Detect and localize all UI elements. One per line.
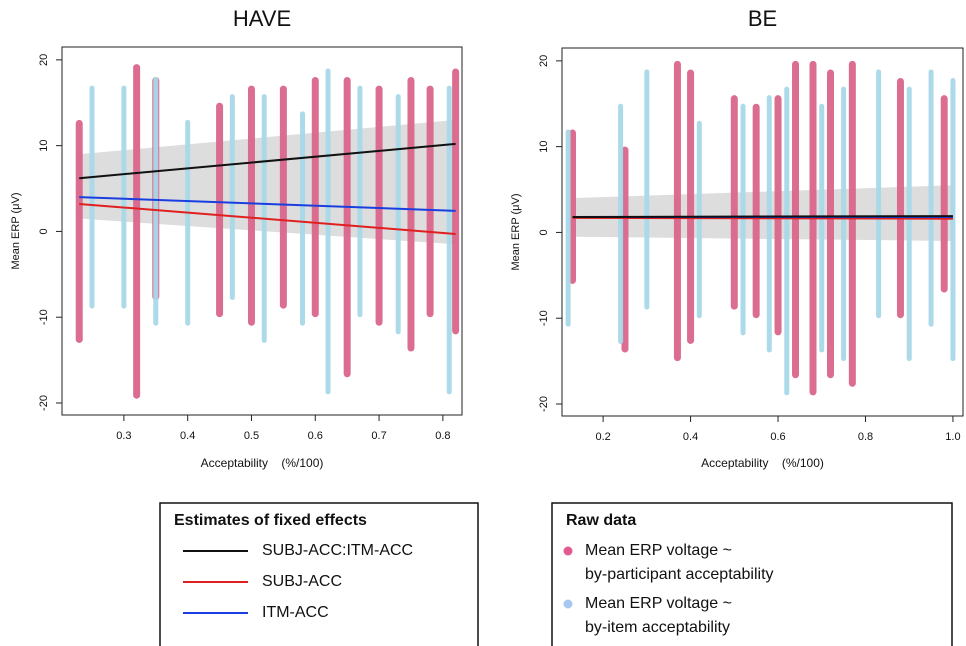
x-tick-label: 0.5	[244, 430, 259, 442]
fit-line	[79, 142, 456, 180]
raw-column	[621, 146, 629, 353]
fit-line	[572, 215, 953, 218]
legend-title: Estimates of fixed effects	[174, 512, 367, 529]
x-tick-label: 0.8	[858, 431, 873, 443]
y-tick-label: -20	[538, 396, 550, 412]
x-tick-label: 1.0	[945, 431, 960, 443]
x-tick-label: 0.2	[595, 431, 610, 443]
legend-label: SUBJ-ACC:ITM-ACC	[262, 542, 413, 559]
y-tick-label: 0	[38, 228, 50, 234]
raw-column	[375, 85, 383, 326]
y-tick-label: 0	[538, 229, 550, 235]
raw-column	[687, 69, 695, 344]
raw-column	[133, 64, 141, 399]
raw-column	[928, 69, 934, 327]
legend-label: ITM-ACC	[262, 604, 329, 621]
raw-column	[950, 78, 956, 362]
raw-column	[446, 85, 452, 395]
raw-column	[826, 69, 834, 379]
y-tick-label: -10	[538, 310, 550, 326]
raw-column	[279, 85, 287, 309]
fit-line	[572, 216, 953, 220]
legend-label: by-participant acceptability	[585, 566, 774, 583]
raw-column	[740, 103, 746, 336]
raw-column	[774, 95, 782, 336]
y-tick-label: 10	[38, 140, 50, 152]
x-tick-label: 0.6	[770, 431, 785, 443]
y-tick-label: 10	[538, 141, 550, 153]
raw-column	[185, 119, 191, 326]
raw-column	[809, 60, 817, 396]
raw-column	[730, 95, 738, 310]
raw-column	[618, 103, 624, 344]
x-tick-label: 0.6	[308, 430, 323, 442]
legend-swatch	[563, 546, 573, 556]
raw-column	[311, 77, 319, 318]
fit-line	[79, 202, 456, 235]
raw-column	[565, 129, 571, 327]
legend-label: Mean ERP voltage ~	[585, 595, 732, 612]
raw-column	[300, 111, 306, 326]
raw-column	[568, 129, 576, 284]
raw-column	[121, 85, 127, 309]
legend-label: Mean ERP voltage ~	[585, 542, 732, 559]
raw-column	[896, 78, 904, 319]
raw-column	[426, 85, 434, 318]
y-tick-label: 20	[538, 55, 550, 67]
raw-column	[452, 68, 460, 335]
raw-column	[752, 103, 760, 319]
raw-column	[216, 102, 224, 318]
y-tick-label: 20	[38, 54, 50, 66]
legend-box	[551, 502, 953, 646]
raw-column	[876, 69, 882, 319]
raw-column	[343, 77, 351, 378]
raw-column	[247, 85, 255, 326]
chart-title: BE	[748, 6, 777, 31]
y-axis-label: Mean ERP (μV)	[10, 192, 22, 269]
raw-column	[229, 94, 235, 301]
raw-column	[784, 86, 790, 396]
x-tick-label: 0.8	[435, 430, 450, 442]
raw-column	[357, 85, 363, 318]
raw-column	[153, 77, 159, 326]
x-tick-label: 0.7	[371, 430, 386, 442]
raw-column	[644, 69, 650, 310]
raw-column	[75, 119, 83, 343]
legend-title: Raw data	[566, 512, 636, 529]
y-tick-label: -10	[38, 309, 50, 325]
x-axis-label: Acceptability (%/100)	[701, 456, 824, 470]
raw-column	[766, 95, 772, 353]
raw-column	[940, 95, 948, 293]
raw-column	[673, 60, 681, 362]
x-tick-label: 0.3	[116, 430, 131, 442]
raw-column	[696, 120, 702, 319]
raw-column	[407, 77, 415, 352]
fit-band	[572, 185, 953, 242]
legend-box	[159, 502, 479, 646]
x-axis-label: Acceptability (%/100)	[201, 456, 324, 470]
raw-column	[841, 86, 847, 362]
x-tick-label: 0.4	[683, 431, 698, 443]
fit-line	[79, 196, 456, 212]
y-tick-label: -20	[38, 395, 50, 411]
raw-column	[906, 86, 912, 362]
chart-title: HAVE	[233, 6, 291, 31]
legend-label: by-item acceptability	[585, 619, 730, 636]
raw-column	[792, 60, 800, 379]
raw-column	[848, 60, 856, 387]
y-axis-label: Mean ERP (μV)	[510, 193, 522, 270]
x-tick-label: 0.4	[180, 430, 195, 442]
legend-label: SUBJ-ACC	[262, 573, 342, 590]
raw-column	[325, 68, 331, 395]
raw-column	[819, 103, 825, 353]
raw-column	[395, 94, 401, 335]
legend-swatch	[563, 599, 573, 609]
